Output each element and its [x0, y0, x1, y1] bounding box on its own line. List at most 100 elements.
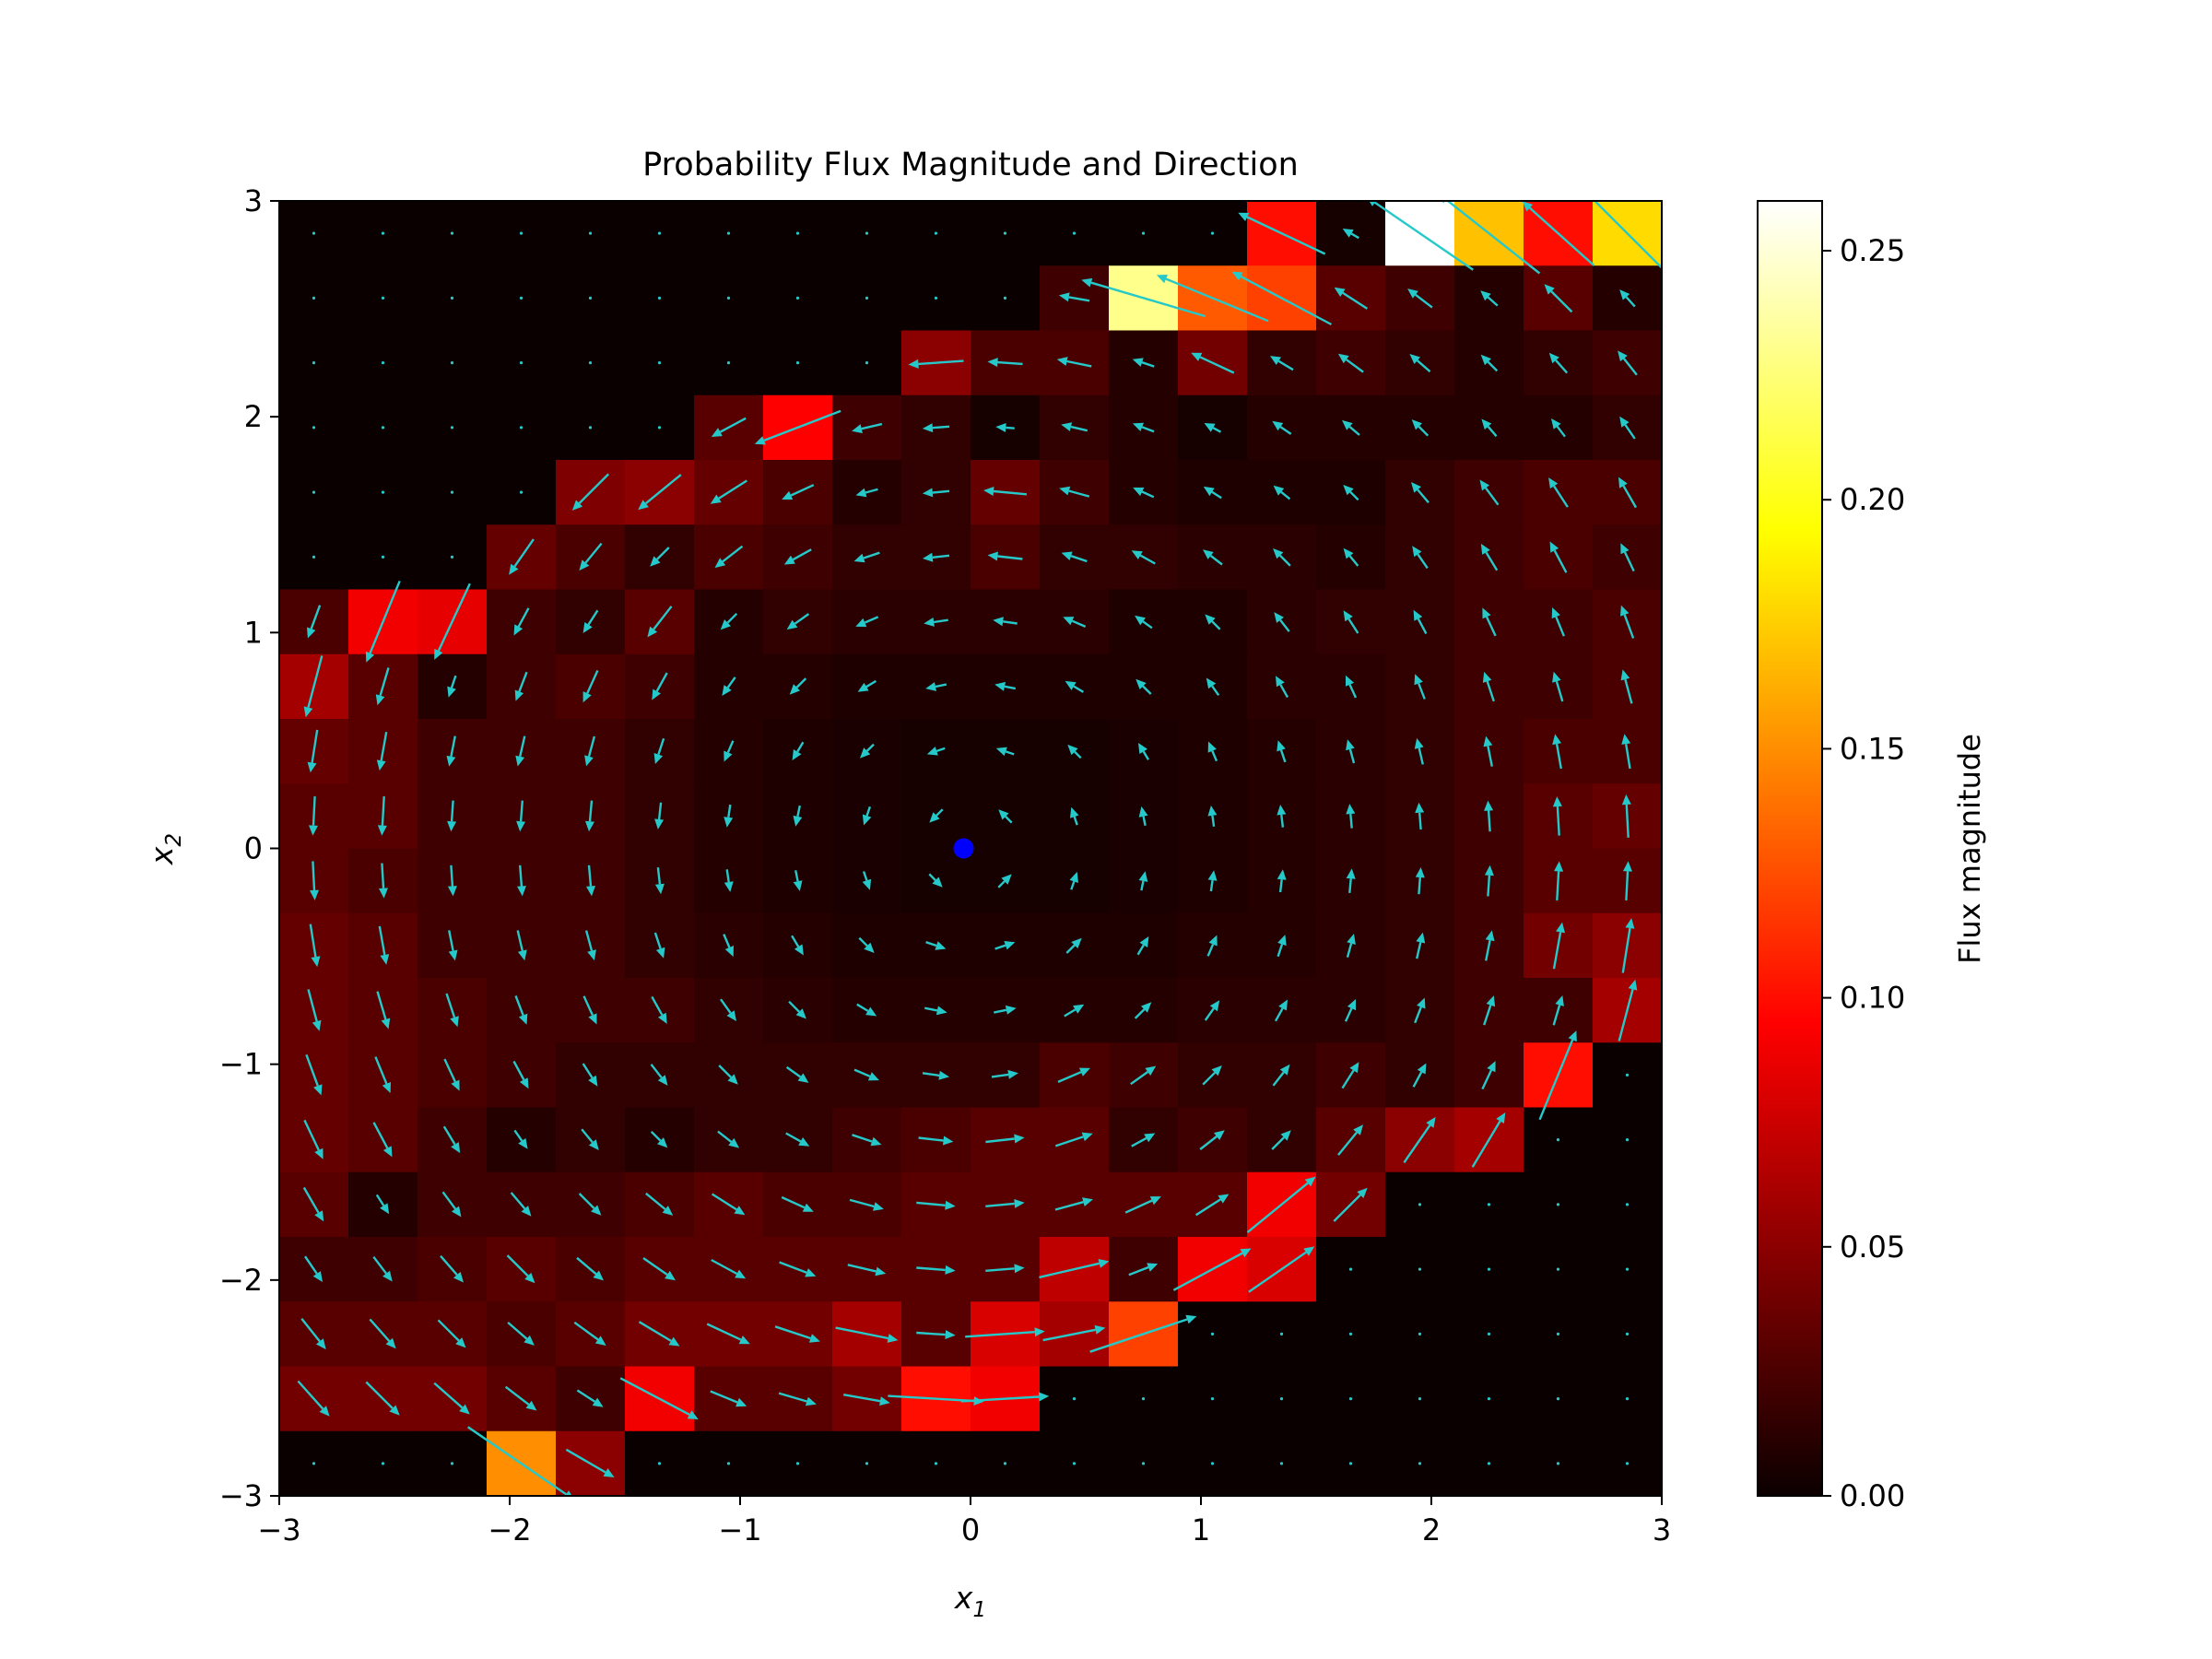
- y-axis-label-main: x: [144, 846, 180, 865]
- quiver-arrow: [791, 935, 804, 956]
- quiver-arrow-head: [1063, 617, 1075, 626]
- quiver-arrow: [1138, 806, 1148, 827]
- quiver-dot: [519, 490, 524, 494]
- origin-marker-layer: [953, 838, 974, 859]
- quiver-arrow-shaft: [437, 1319, 460, 1342]
- quiver-arrow-head: [924, 618, 935, 627]
- quiver-arrow-shaft: [779, 1261, 807, 1274]
- quiver-arrow-shaft: [650, 1130, 662, 1142]
- quiver-arrow-head: [453, 1271, 464, 1283]
- quiver-arrow: [310, 861, 319, 900]
- quiver-arrow-shaft: [518, 671, 528, 692]
- quiver-arrow-shaft: [1417, 359, 1431, 373]
- quiver-arrow-shaft: [842, 1394, 881, 1403]
- quiver-arrow: [718, 1065, 738, 1085]
- quiver-arrow-shaft: [1414, 1006, 1422, 1024]
- x-tick-label: 1: [1192, 1512, 1210, 1547]
- quiver-arrow-shaft: [1403, 1124, 1431, 1164]
- quiver-arrow: [1346, 739, 1356, 764]
- quiver-arrow-head: [1486, 995, 1496, 1007]
- quiver-arrow-shaft: [856, 1003, 869, 1012]
- quiver-arrow: [1485, 930, 1495, 961]
- quiver-arrow-shaft: [581, 1128, 594, 1144]
- quiver-arrow: [638, 474, 682, 511]
- quiver-arrow-head: [1407, 288, 1418, 299]
- quiver-arrow-head: [655, 947, 665, 959]
- quiver-arrow-shaft: [794, 613, 810, 625]
- quiver-arrow: [1403, 1116, 1436, 1164]
- quiver-arrow-head: [513, 624, 524, 636]
- quiver-arrow-shaft: [517, 607, 530, 628]
- quiver-arrow-shaft: [1622, 358, 1638, 376]
- colorbar-gradient: [1757, 200, 1823, 1497]
- quiver-arrow-shaft: [1202, 1071, 1216, 1086]
- quiver-arrow-shaft: [763, 409, 841, 442]
- quiver-arrow-shaft: [576, 1389, 596, 1403]
- quiver-arrow: [1333, 1187, 1368, 1222]
- quiver-arrow-head: [582, 691, 592, 703]
- quiver-arrow: [792, 741, 805, 760]
- quiver-arrow-shaft: [1556, 871, 1560, 900]
- quiver-arrow: [1618, 979, 1638, 1041]
- quiver-arrow-shaft: [726, 612, 738, 624]
- quiver-arrow: [305, 1053, 323, 1096]
- quiver-arrow-shaft: [441, 1191, 456, 1210]
- quiver-arrow: [924, 618, 948, 627]
- quiver-arrow: [858, 936, 875, 953]
- quiver-arrow-shaft: [790, 484, 815, 497]
- quiver-arrow-shaft: [1039, 1262, 1100, 1279]
- quiver-arrow-head: [1203, 486, 1215, 497]
- quiver-dot: [1348, 1267, 1353, 1271]
- quiver-arrow-head: [805, 1396, 817, 1406]
- quiver-arrow-shaft: [994, 1008, 1007, 1014]
- quiver-arrow-head: [879, 1396, 890, 1406]
- quiver-arrow-head: [653, 753, 664, 764]
- quiver-arrow-head: [455, 1337, 466, 1348]
- quiver-arrow-shaft: [1272, 1071, 1285, 1087]
- quiver-arrow-shaft: [965, 1331, 1035, 1338]
- quiver-arrow-shaft: [440, 1254, 458, 1276]
- quiver-arrow-head: [855, 618, 867, 628]
- quiver-arrow-head: [945, 1265, 956, 1275]
- quiver-arrow-shaft: [863, 551, 880, 559]
- quiver-dot: [312, 490, 316, 494]
- quiver-arrow-head: [1081, 277, 1093, 288]
- quiver-arrow: [379, 863, 388, 899]
- quiver-arrow: [711, 417, 747, 437]
- x-axis-label-sub: 1: [972, 1598, 986, 1622]
- quiver-arrow-shaft: [1418, 877, 1421, 895]
- quiver-arrow-shaft: [1246, 216, 1326, 255]
- quiver-arrow-head: [1082, 1197, 1093, 1206]
- quiver-arrow: [723, 934, 734, 958]
- quiver-arrow-head: [1098, 1259, 1110, 1268]
- y-axis-label: x2: [144, 833, 186, 865]
- quiver-arrow: [1619, 289, 1636, 308]
- quiver-dot: [519, 426, 524, 429]
- quiver-arrow: [1238, 212, 1326, 255]
- quiver-arrow-head: [1620, 605, 1630, 617]
- quiver-arrow: [586, 865, 595, 897]
- quiver-arrow-shaft: [1277, 359, 1294, 371]
- quiver-arrow-shaft: [1483, 1005, 1492, 1026]
- quiver-arrow-shaft: [932, 554, 950, 559]
- quiver-dot: [519, 361, 524, 365]
- quiver-arrow: [378, 925, 390, 965]
- quiver-arrow-head: [782, 490, 794, 500]
- quiver-arrow-head: [1277, 869, 1287, 880]
- quiver-arrow-shaft: [1348, 684, 1358, 699]
- quiver-arrow-shaft: [985, 1267, 1015, 1272]
- quiver-dot: [1556, 1267, 1560, 1271]
- quiver-arrow: [1480, 354, 1499, 372]
- quiver-arrow: [923, 552, 950, 562]
- quiver-arrow: [781, 1195, 814, 1212]
- quiver-arrow-shaft: [1004, 685, 1017, 690]
- quiver-arrow-shaft: [865, 679, 877, 688]
- quiver-arrow: [650, 1064, 668, 1086]
- quiver-arrow-head: [451, 1079, 460, 1091]
- quiver-arrow-head: [519, 1077, 529, 1089]
- quiver-arrow-shaft: [374, 1056, 388, 1085]
- quiver-arrow: [1407, 288, 1433, 309]
- quiver-arrow: [517, 865, 526, 897]
- quiver-arrow-shaft: [578, 473, 610, 504]
- quiver-arrow-head: [524, 1272, 535, 1284]
